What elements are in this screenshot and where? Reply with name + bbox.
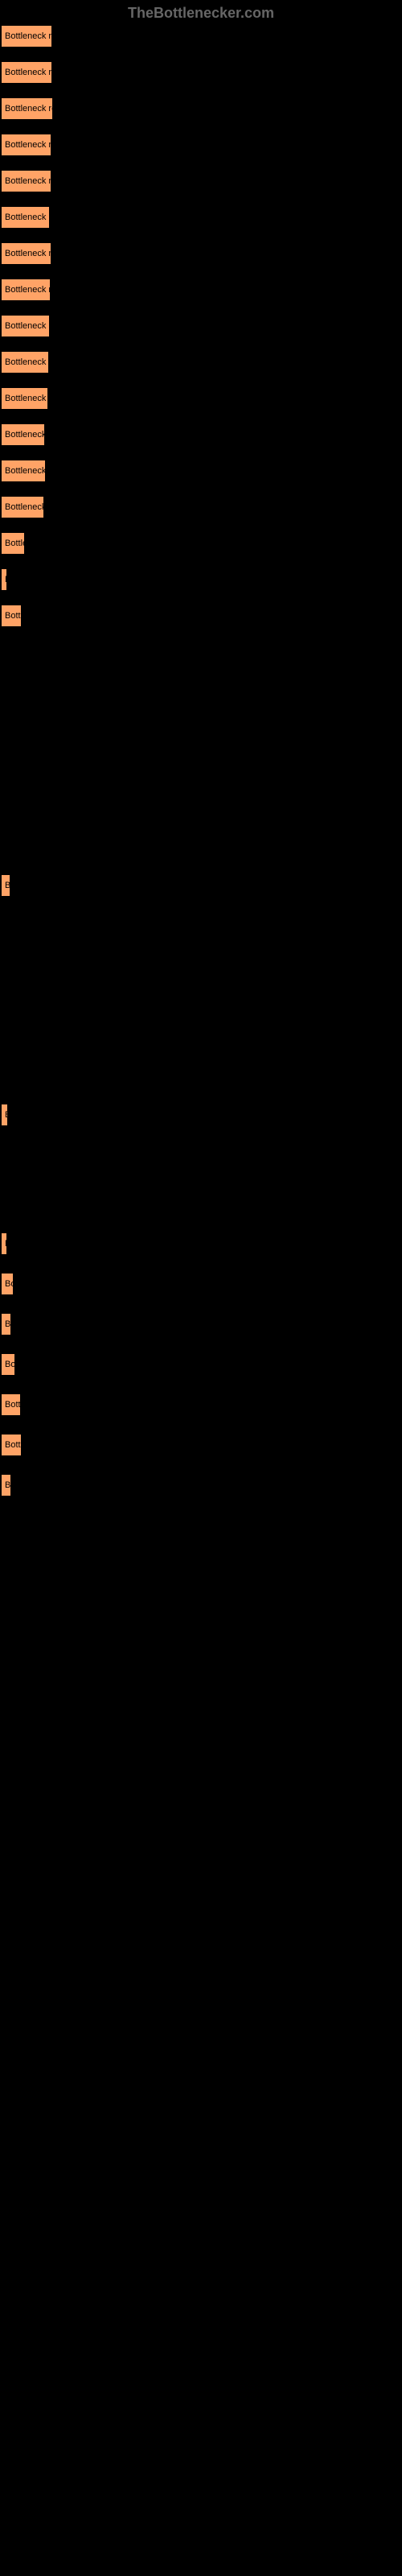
bar-wrapper: Bottleneck result — [0, 386, 49, 411]
bar-wrapper: B — [0, 1232, 8, 1256]
chart-bar: Bottleneck — [0, 531, 26, 555]
bar-wrapper: Bottle — [0, 1433, 23, 1457]
bar-label: Bottleneck result — [5, 176, 52, 186]
chart-bar: Bottle — [0, 1393, 22, 1417]
chart-bar: B — [0, 568, 8, 592]
bar-label: Bottleneck result — [5, 394, 49, 403]
bar-label: Bottleneck — [5, 466, 46, 476]
bar-label: B — [5, 1110, 9, 1120]
bar-label: Bo — [5, 1319, 12, 1329]
bar-label: B — [5, 575, 8, 584]
bar-wrapper: Bottle — [0, 604, 23, 628]
bar-wrapper: Bottle — [0, 1393, 22, 1417]
chart-bar: Bottleneck result — [0, 350, 50, 374]
chart-bar: Bottleneck — [0, 495, 45, 519]
chart-bar: Bottleneck result — [0, 205, 51, 229]
chart-bar: Bottleneck result — [0, 314, 51, 338]
chart-bar: Bot — [0, 1352, 16, 1377]
chart-bar: Bottleneck result — [0, 133, 52, 157]
bar-wrapper: Bottleneck result — [0, 133, 52, 157]
bar-wrapper: Bottleneck — [0, 459, 47, 483]
bar-label: Bottleneck — [5, 502, 45, 512]
chart-bar: Bo — [0, 873, 11, 898]
chart-bar: Bo — [0, 1312, 12, 1336]
bar-wrapper: Bottleneck result — [0, 24, 53, 48]
bar-label: Bo — [5, 881, 11, 890]
bar-label: Bottleneck result — [5, 31, 53, 41]
bar-label: Bottle — [5, 1400, 22, 1410]
chart-bar: Bottle — [0, 604, 23, 628]
bar-wrapper: Bo — [0, 1473, 12, 1497]
bar-label: Bottleneck result — [5, 68, 53, 77]
bar-chart: Bottleneck result Bottleneck result Bottle… — [0, 0, 402, 2576]
bar-label: Bo — [5, 1480, 12, 1490]
chart-bar: Bo — [0, 1473, 12, 1497]
bar-wrapper: Bottleneck result — [0, 97, 54, 121]
bar-label: Bottleneck result — [5, 321, 51, 331]
bar-wrapper: Bottleneck result — [0, 350, 50, 374]
bar-label: Bot — [5, 1279, 14, 1289]
bar-label: Bottleneck — [5, 539, 26, 548]
chart-bar: Bottleneck result — [0, 278, 51, 302]
bar-label: Bottleneck result — [5, 213, 51, 222]
chart-bar: B — [0, 1103, 9, 1127]
watermark-text: TheBottlenecker.com — [128, 5, 274, 22]
chart-bar: Bottleneck result — [0, 169, 52, 193]
chart-bar: Bottle — [0, 1433, 23, 1457]
bar-label: Bottleneck — [5, 430, 46, 440]
bar-label: Bottleneck result — [5, 104, 54, 114]
bar-wrapper: Bottleneck — [0, 423, 46, 447]
chart-bar: Bottleneck result — [0, 242, 52, 266]
bar-wrapper: Bottleneck — [0, 495, 45, 519]
bar-wrapper: Bo — [0, 873, 11, 898]
bar-wrapper: Bottleneck result — [0, 314, 51, 338]
chart-bar: B — [0, 1232, 8, 1256]
bar-label: B — [5, 1239, 8, 1249]
bar-label: Bottle — [5, 1440, 23, 1450]
bar-wrapper: B — [0, 568, 8, 592]
chart-bar: Bottleneck result — [0, 24, 53, 48]
chart-bar: Bottleneck — [0, 459, 47, 483]
bar-wrapper: B — [0, 1103, 9, 1127]
bar-wrapper: Bot — [0, 1272, 14, 1296]
chart-bar: Bottleneck result — [0, 386, 49, 411]
bar-wrapper: Bottleneck result — [0, 205, 51, 229]
bar-wrapper: Bot — [0, 1352, 16, 1377]
bar-wrapper: Bottleneck result — [0, 60, 53, 85]
bar-wrapper: Bottleneck result — [0, 242, 52, 266]
bar-wrapper: Bo — [0, 1312, 12, 1336]
bar-wrapper: Bottleneck result — [0, 169, 52, 193]
bar-label: Bottle — [5, 611, 23, 621]
bar-label: Bottleneck result — [5, 285, 51, 295]
bar-label: Bottleneck result — [5, 249, 52, 258]
chart-bar: Bottleneck result — [0, 60, 53, 85]
bar-wrapper: Bottleneck result — [0, 278, 51, 302]
bar-label: Bottleneck result — [5, 357, 50, 367]
bar-label: Bottleneck result — [5, 140, 52, 150]
chart-bar: Bottleneck — [0, 423, 46, 447]
chart-bar: Bot — [0, 1272, 14, 1296]
chart-bar: Bottleneck result — [0, 97, 54, 121]
bar-wrapper: Bottleneck — [0, 531, 26, 555]
bar-label: Bot — [5, 1360, 16, 1369]
